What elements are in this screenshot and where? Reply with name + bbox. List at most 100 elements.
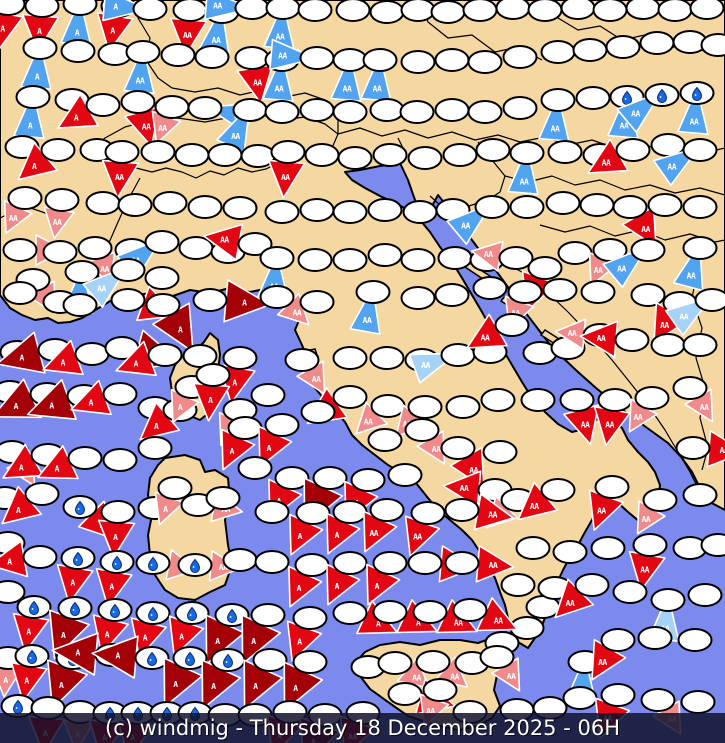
pennant-label: AA <box>281 173 290 182</box>
pennant-label: A <box>242 299 247 308</box>
wind-symbol <box>264 200 300 224</box>
wind-symbol <box>687 583 723 607</box>
pennant-label: AA <box>413 533 422 542</box>
wind-symbol <box>472 276 508 300</box>
station-ellipse <box>657 0 693 22</box>
station-ellipse <box>445 395 481 419</box>
pennant-label: A <box>163 505 168 514</box>
pennant-label: AA <box>100 265 109 274</box>
wind-symbol: A <box>243 648 288 710</box>
station-ellipse <box>24 0 60 18</box>
wind-symbol <box>402 200 438 224</box>
wind-symbol <box>650 333 686 357</box>
wind-symbol <box>332 346 368 370</box>
wind-symbol <box>509 195 545 219</box>
pennant-label: AA <box>231 132 240 141</box>
station-ellipse <box>370 394 406 418</box>
station-ellipse <box>270 140 306 164</box>
station-ellipse <box>520 388 556 412</box>
wind-symbol: AA <box>452 597 518 632</box>
station-ellipse <box>140 140 176 164</box>
wind-symbol <box>520 388 556 412</box>
wind-symbol <box>547 140 583 164</box>
pennant-label: AA <box>720 446 725 455</box>
station-ellipse <box>7 186 43 210</box>
station-ellipse <box>434 283 470 307</box>
pennant-label: A <box>105 630 110 639</box>
station-ellipse <box>507 280 543 304</box>
wind-symbol <box>299 290 335 314</box>
station-ellipse <box>642 488 678 512</box>
station-ellipse <box>682 333 718 357</box>
station-ellipse <box>444 551 480 575</box>
station-ellipse <box>117 193 153 217</box>
wind-symbol <box>117 193 153 217</box>
station-ellipse <box>442 143 478 167</box>
precipitation-drop-icon <box>111 555 123 571</box>
station-ellipse <box>250 383 286 407</box>
station-ellipse <box>85 93 121 117</box>
station-ellipse <box>332 601 368 625</box>
wind-symbol <box>254 500 290 524</box>
pennant-label: A <box>35 73 40 82</box>
wind-symbol: A <box>97 500 136 559</box>
pennant-label: AA <box>597 334 606 343</box>
pennant-label: A <box>208 396 213 405</box>
wind-symbol <box>250 383 286 407</box>
pennant-label: A <box>298 532 303 541</box>
station-ellipse <box>24 482 60 506</box>
pennant-label: A <box>14 402 19 411</box>
wind-symbol: AA <box>2 234 66 266</box>
station-ellipse <box>700 533 725 557</box>
station-ellipse <box>594 475 630 499</box>
precipitation-drop-icon <box>147 606 159 622</box>
pennant-label: A <box>375 582 380 591</box>
precipitation-drop-icon <box>74 500 86 516</box>
wind-symbol <box>434 48 470 72</box>
station-ellipse <box>355 280 391 304</box>
station-ellipse <box>502 96 538 120</box>
pennant-label: AA <box>343 85 352 94</box>
wind-symbol <box>580 280 616 304</box>
station-ellipse <box>299 198 335 222</box>
pennant-label: AA <box>640 566 649 575</box>
wind-symbol: A <box>192 279 271 323</box>
station-ellipse <box>102 382 138 406</box>
wind-symbol: A <box>1 482 60 525</box>
station-ellipse <box>2 281 38 305</box>
pennant-label: A <box>232 379 237 388</box>
wind-symbol <box>630 283 666 307</box>
wind-symbol: A <box>130 601 171 659</box>
station-ellipse <box>332 346 368 370</box>
station-ellipse <box>689 0 725 20</box>
pennant-label: AA <box>597 507 606 516</box>
pennant-label: AA <box>115 173 124 182</box>
station-ellipse <box>625 0 661 20</box>
station-ellipse <box>237 456 273 480</box>
wind-symbol: A <box>201 648 246 710</box>
station-ellipse <box>430 0 466 24</box>
station-ellipse <box>145 293 181 317</box>
wind-symbol: AA <box>559 388 600 446</box>
wind-symbol: A <box>283 650 328 712</box>
station-ellipse <box>372 143 408 167</box>
station-ellipse <box>562 686 598 710</box>
pennant-label: AA <box>679 312 688 321</box>
pennant-label: A <box>55 465 60 474</box>
pennant-label: AA <box>293 309 302 318</box>
wind-symbol <box>612 580 648 604</box>
station-ellipse <box>404 418 440 442</box>
station-ellipse <box>85 191 121 215</box>
station-ellipse <box>110 288 146 312</box>
wind-symbol <box>575 86 611 110</box>
station-ellipse <box>575 86 611 110</box>
wind-symbol <box>237 456 273 480</box>
station-ellipse <box>540 478 576 502</box>
wind-symbol <box>387 463 423 487</box>
wind-symbol <box>557 241 593 265</box>
wind-symbol <box>467 50 503 74</box>
wind-symbol: AA <box>479 645 521 692</box>
station-ellipse <box>250 603 286 627</box>
pennant-label: AA <box>312 375 321 384</box>
wind-symbol <box>254 550 290 574</box>
